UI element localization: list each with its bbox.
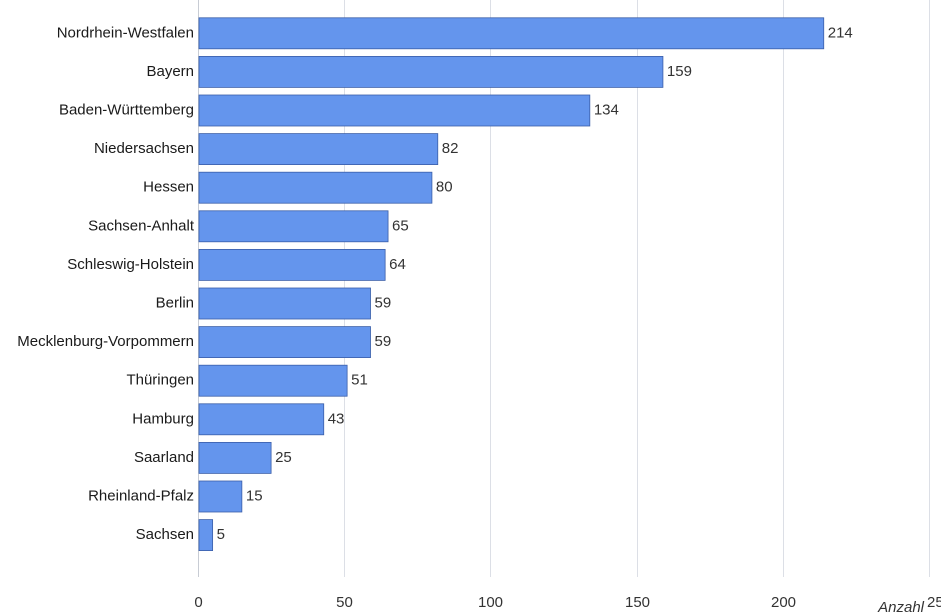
category-label: Hamburg: [132, 410, 194, 427]
bar: [198, 519, 214, 551]
bar: [198, 364, 348, 397]
value-label: 43: [328, 410, 345, 427]
x-tick-label: 200: [771, 594, 796, 611]
value-label: 59: [375, 294, 392, 311]
x-tick-label: 100: [478, 594, 503, 611]
bar: [198, 287, 371, 320]
value-label: 134: [594, 101, 619, 118]
category-label: Rheinland-Pfalz: [88, 487, 194, 504]
value-label: 80: [436, 179, 453, 196]
category-label: Schleswig-Holstein: [67, 256, 194, 273]
bar: [198, 171, 433, 204]
category-label: Nordrhein-Westfalen: [57, 24, 194, 41]
bar: [198, 480, 243, 513]
bar: [198, 56, 664, 88]
value-label: 82: [442, 140, 459, 157]
category-labels: Nordrhein-Westfalen Bayern Baden-Württembe…: [17, 24, 195, 543]
category-label: Thüringen: [126, 372, 194, 389]
x-axis-title: Anzahl: [877, 599, 925, 614]
value-label: 159: [667, 63, 692, 80]
bar: [198, 210, 389, 243]
value-label: 51: [351, 372, 368, 389]
x-tick-label: 150: [625, 594, 650, 611]
value-labels: 214 159 134 82 80 65 64 59 59 51 43 25 15 5: [217, 24, 853, 543]
value-label: 25: [275, 449, 292, 466]
category-label: Hessen: [143, 179, 194, 196]
bar: [198, 17, 825, 50]
bar: [198, 441, 272, 474]
category-label: Saarland: [134, 449, 194, 466]
bar: [198, 133, 439, 166]
value-label: 64: [389, 256, 406, 273]
value-label: 5: [217, 526, 225, 543]
bar: [198, 326, 371, 359]
bar: [198, 403, 325, 436]
category-label: Sachsen-Anhalt: [88, 217, 195, 234]
x-tick-label: 250: [927, 594, 941, 611]
bar: [198, 248, 386, 281]
category-label: Baden-Württemberg: [59, 101, 194, 118]
category-label: Berlin: [156, 294, 194, 311]
category-label: Mecklenburg-Vorpommern: [17, 333, 194, 350]
category-label: Niedersachsen: [94, 140, 194, 157]
value-label: 214: [828, 24, 853, 41]
x-tick-label: 0: [194, 594, 202, 611]
value-label: 65: [392, 217, 409, 234]
bar: [198, 94, 591, 127]
category-label: Sachsen: [136, 526, 194, 543]
value-label: 15: [246, 487, 263, 504]
x-tick-labels: 0 50 100 150 200 250: [194, 594, 941, 611]
category-label: Bayern: [146, 63, 194, 80]
bars: [198, 17, 825, 551]
value-label: 59: [375, 333, 392, 350]
x-tick-label: 50: [336, 594, 353, 611]
